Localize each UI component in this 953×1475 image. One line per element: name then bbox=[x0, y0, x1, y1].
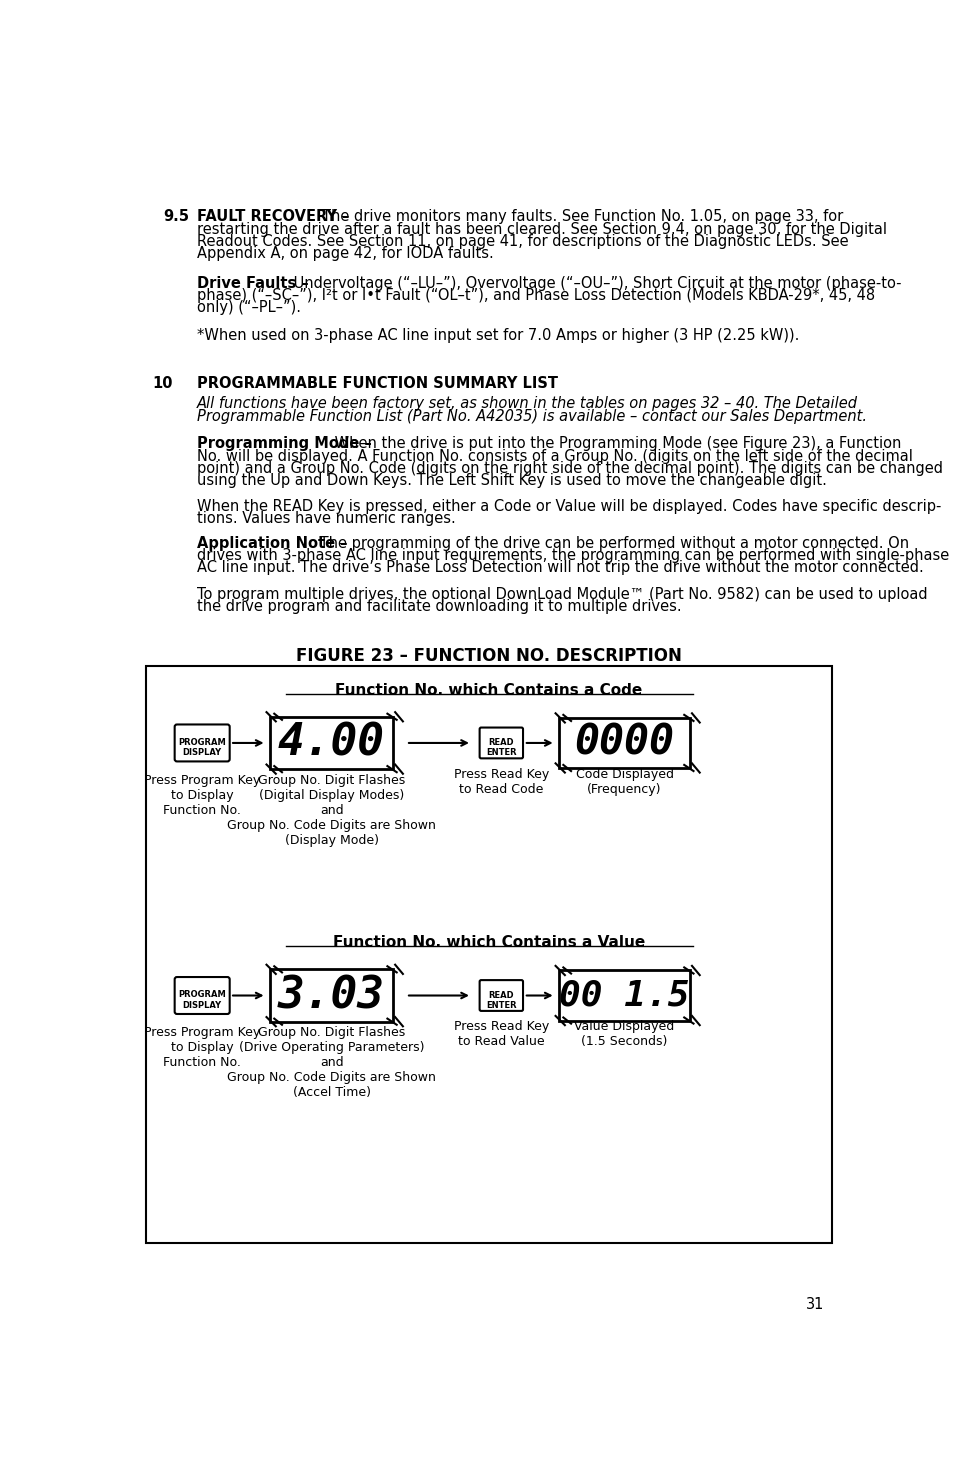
Text: AC line input. The drive’s Phase Loss Detection will not trip the drive without : AC line input. The drive’s Phase Loss De… bbox=[196, 560, 923, 575]
Text: only) (“–PL–”).: only) (“–PL–”). bbox=[196, 301, 300, 316]
Bar bbox=[270, 969, 393, 1022]
Text: Value Displayed
(1.5 Seconds): Value Displayed (1.5 Seconds) bbox=[574, 1021, 674, 1049]
Text: Press Read Key
to Read Value: Press Read Key to Read Value bbox=[454, 1021, 548, 1049]
Text: ENTER: ENTER bbox=[485, 1002, 517, 1010]
Text: *When used on 3-phase AC line input set for 7.0 Amps or higher (3 HP (2.25 kW)).: *When used on 3-phase AC line input set … bbox=[196, 327, 799, 342]
Text: Undervoltage (“–LU–”), Overvoltage (“–OU–”), Short Circuit at the motor (phase-t: Undervoltage (“–LU–”), Overvoltage (“–OU… bbox=[289, 276, 901, 291]
FancyBboxPatch shape bbox=[479, 979, 522, 1010]
Text: Application Note –: Application Note – bbox=[196, 535, 347, 550]
Text: phase) (“–SC–”), I²t or I•t Fault (“OL–t”), and Phase Loss Detection (Models KBD: phase) (“–SC–”), I²t or I•t Fault (“OL–t… bbox=[196, 288, 874, 302]
Text: PROGRAMMABLE FUNCTION SUMMARY LIST: PROGRAMMABLE FUNCTION SUMMARY LIST bbox=[196, 376, 558, 391]
Text: DISPLAY: DISPLAY bbox=[182, 1002, 221, 1010]
FancyBboxPatch shape bbox=[174, 976, 230, 1013]
Text: Appendix A, on page 42, for IODA faults.: Appendix A, on page 42, for IODA faults. bbox=[196, 246, 493, 261]
Text: Function No. which Contains a Value: Function No. which Contains a Value bbox=[333, 935, 644, 950]
Text: Press Program Key
to Display
Function No.: Press Program Key to Display Function No… bbox=[144, 774, 260, 817]
Text: Press Program Key
to Display
Function No.: Press Program Key to Display Function No… bbox=[144, 1027, 260, 1069]
Text: To program multiple drives, the optional DownLoad Module™ (Part No. 9582) can be: To program multiple drives, the optional… bbox=[196, 587, 926, 602]
Text: PROGRAM: PROGRAM bbox=[178, 738, 226, 746]
Text: The programming of the drive can be performed without a motor connected. On: The programming of the drive can be perf… bbox=[315, 535, 908, 550]
Text: 4.00: 4.00 bbox=[278, 721, 385, 764]
Text: Readout Codes. See Section 11, on page 41, for descriptions of the Diagnostic LE: Readout Codes. See Section 11, on page 4… bbox=[196, 235, 847, 249]
Bar bbox=[146, 665, 831, 1243]
Text: Drive Faults –: Drive Faults – bbox=[196, 276, 308, 291]
Text: PROGRAM: PROGRAM bbox=[178, 990, 226, 999]
Text: No. will be displayed. A Function No. consists of a Group No. (digits on the lef: No. will be displayed. A Function No. co… bbox=[196, 448, 912, 463]
Text: ENTER: ENTER bbox=[485, 748, 517, 757]
Bar bbox=[558, 971, 689, 1021]
Text: DISPLAY: DISPLAY bbox=[182, 748, 221, 757]
Text: When the READ Key is pressed, either a Code or Value will be displayed. Codes ha: When the READ Key is pressed, either a C… bbox=[196, 499, 941, 513]
Text: point) and a Group No. Code (digits on the right side of the decimal point). The: point) and a Group No. Code (digits on t… bbox=[196, 462, 942, 476]
Text: Code Displayed
(Frequency): Code Displayed (Frequency) bbox=[575, 767, 673, 795]
FancyBboxPatch shape bbox=[174, 724, 230, 761]
Text: Function No. which Contains a Code: Function No. which Contains a Code bbox=[335, 683, 642, 698]
Text: FIGURE 23 – FUNCTION NO. DESCRIPTION: FIGURE 23 – FUNCTION NO. DESCRIPTION bbox=[295, 646, 681, 665]
Text: Programming Mode –: Programming Mode – bbox=[196, 437, 371, 451]
Text: Programmable Function List (Part No. A42035) is available – contact our Sales De: Programmable Function List (Part No. A42… bbox=[196, 409, 866, 423]
Text: drives with 3-phase AC line input requirements, the programming can be performed: drives with 3-phase AC line input requir… bbox=[196, 549, 948, 563]
Text: Group No. Digit Flashes
(Drive Operating Parameters)
and
Group No. Code Digits a: Group No. Digit Flashes (Drive Operating… bbox=[227, 1027, 436, 1099]
Text: 0000: 0000 bbox=[574, 721, 674, 764]
Bar bbox=[558, 718, 689, 768]
Text: the drive program and facilitate downloading it to multiple drives.: the drive program and facilitate downloa… bbox=[196, 599, 680, 614]
Text: The drive monitors many faults. See Function No. 1.05, on page 33, for: The drive monitors many faults. See Func… bbox=[321, 209, 841, 224]
Text: READ: READ bbox=[488, 739, 514, 748]
Text: 00 1.5: 00 1.5 bbox=[558, 978, 689, 1012]
Text: READ: READ bbox=[488, 991, 514, 1000]
Text: 9.5: 9.5 bbox=[163, 209, 190, 224]
Text: FAULT RECOVERY –: FAULT RECOVERY – bbox=[196, 209, 349, 224]
Text: 10: 10 bbox=[152, 376, 172, 391]
FancyBboxPatch shape bbox=[479, 727, 522, 758]
Text: All functions have been factory set, as shown in the tables on pages 32 – 40. Th: All functions have been factory set, as … bbox=[196, 397, 857, 412]
Text: using the Up and Down Keys. The Left Shift Key is used to move the changeable di: using the Up and Down Keys. The Left Shi… bbox=[196, 473, 825, 488]
Text: Group No. Digit Flashes
(Digital Display Modes)
and
Group No. Code Digits are Sh: Group No. Digit Flashes (Digital Display… bbox=[227, 774, 436, 847]
Text: tions. Values have numeric ranges.: tions. Values have numeric ranges. bbox=[196, 512, 455, 527]
Bar bbox=[270, 717, 393, 768]
Text: When the drive is put into the Programming Mode (see Figure 23), a Function: When the drive is put into the Programmi… bbox=[330, 437, 901, 451]
Text: Press Read Key
to Read Code: Press Read Key to Read Code bbox=[454, 767, 548, 795]
Text: restarting the drive after a fault has been cleared. See Section 9.4, on page 30: restarting the drive after a fault has b… bbox=[196, 221, 886, 236]
Text: 3.03: 3.03 bbox=[278, 974, 385, 1016]
Text: 31: 31 bbox=[805, 1298, 823, 1313]
